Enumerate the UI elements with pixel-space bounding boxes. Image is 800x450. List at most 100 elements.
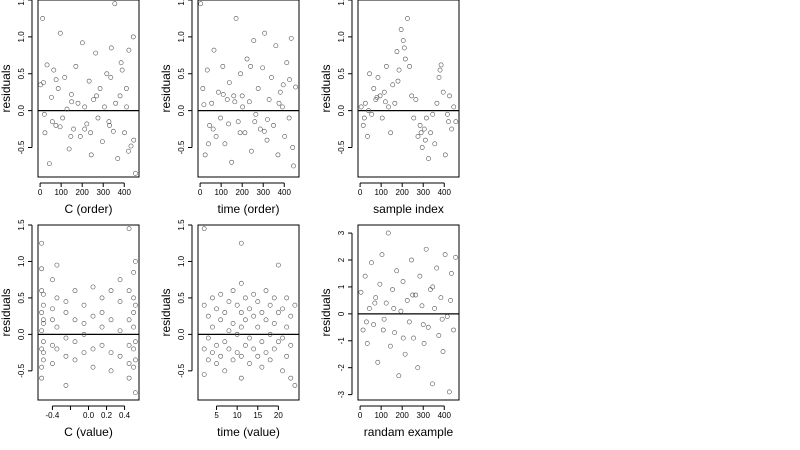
chart-3-point (384, 63, 389, 69)
chart-2-point (239, 93, 245, 99)
chart-5-point (284, 353, 290, 359)
chart-1-x-tick-label: 300 (97, 188, 111, 197)
chart-4-point (63, 383, 69, 388)
chart-5-point (243, 317, 248, 323)
chart-6-point (371, 322, 376, 328)
chart-1-point (113, 100, 119, 106)
chart-2-point (233, 16, 239, 21)
chart-1-y-tick-label: 0.5 (17, 68, 26, 80)
chart-1-point (40, 16, 46, 21)
chart-3-point (447, 93, 452, 99)
chart-3-point (423, 115, 429, 121)
chart-2-point (232, 99, 238, 105)
chart-1-point (117, 93, 123, 99)
chart-5: 5 10 15 20 -0.5 0.0 0.5 1.0 1.5 time (value) resid… (159, 219, 300, 439)
chart-5-point (201, 302, 207, 308)
chart-1-point (94, 93, 99, 99)
chart-1-point (123, 86, 129, 91)
chart-5-point (201, 226, 207, 232)
chart-4-point (126, 342, 132, 348)
chart-6-point (392, 330, 398, 336)
chart-4-point (72, 317, 78, 323)
chart-1-point (57, 30, 63, 36)
chart-3-x-tick-label: 300 (417, 188, 431, 197)
chart-1-y-tick-label: 1.5 (17, 0, 26, 6)
chart-3-point (426, 156, 431, 161)
chart-6-point (377, 281, 383, 287)
chart-5-y-tick-label: 1.5 (177, 219, 186, 231)
chart-5-point (205, 335, 211, 341)
chart-3-x-tick-label: 100 (374, 188, 388, 197)
chart-3-point (388, 130, 394, 136)
chart-1-point (102, 104, 107, 110)
chart-2-point (246, 99, 252, 105)
chart-1-point (95, 115, 101, 121)
chart-6-point (394, 268, 400, 274)
chart-1-point (88, 152, 94, 158)
chart-4-point (63, 353, 69, 359)
chart-6-y-tick-label: 1 (337, 284, 346, 289)
chart-6-point (410, 292, 416, 298)
chart-6-point (373, 295, 379, 301)
chart-3-point (440, 89, 446, 95)
chart-4-point (39, 266, 45, 272)
chart-5-point (263, 288, 269, 294)
chart-3-point (446, 119, 451, 125)
chart-5-point (271, 346, 277, 352)
chart-3-point (421, 126, 427, 132)
chart-1-point (97, 86, 103, 91)
chart-5-point (275, 262, 281, 268)
chart-5-point (210, 295, 215, 301)
chart-1-point (44, 62, 50, 68)
chart-5-point (210, 350, 215, 356)
chart-4-point (132, 259, 138, 264)
chart-4-point (41, 317, 46, 323)
chart-5-point (222, 368, 228, 374)
chart-6-point (411, 335, 416, 341)
chart-3-point (379, 115, 385, 121)
chart-2-point (248, 63, 254, 69)
chart-6-y-tick-label: 2 (337, 257, 346, 262)
chart-5-x-tick-label: 5 (214, 411, 219, 420)
chart-4-y-axis-title: residuals (0, 288, 13, 336)
chart-3-point (415, 134, 421, 139)
chart-2-point (198, 1, 204, 7)
chart-1-point (51, 67, 57, 73)
chart-2-x-tick-label: 100 (214, 188, 228, 197)
chart-3-point (409, 93, 415, 99)
chart-5-point (280, 306, 285, 312)
chart-6-point (436, 332, 442, 338)
chart-3-point (411, 115, 417, 121)
chart-1-point (130, 34, 136, 40)
chart-4-point (39, 310, 45, 315)
chart-5-point (201, 372, 207, 377)
chart-5-point (214, 361, 219, 366)
chart-2-point (220, 92, 226, 97)
chart-2-x-axis-title: time (order) (217, 202, 279, 216)
chart-4-point (81, 331, 87, 337)
chart-1-point (41, 111, 47, 117)
chart-4-point (50, 361, 55, 366)
chart-4-point (50, 277, 55, 283)
chart-4-y-tick-label: -0.5 (17, 363, 26, 377)
chart-5-point (263, 350, 269, 356)
chart-3: 0 100 200 300 400 -0.5 0.0 0.5 1.0 1.5 sample inde… (319, 0, 460, 216)
chart-4-point (41, 302, 46, 308)
chart-5-point (288, 342, 294, 348)
chart-6-point (419, 303, 425, 309)
chart-3-point (436, 75, 442, 80)
chart-5-point (247, 306, 252, 312)
chart-4-point (50, 342, 55, 348)
chart-3-point (374, 94, 380, 100)
chart-2-point (218, 115, 223, 121)
chart-5-point (280, 335, 285, 341)
chart-1-x-tick-label: 0 (38, 188, 43, 197)
chart-5-point (251, 291, 257, 297)
chart-3-point (367, 71, 372, 77)
chart-6-point (400, 279, 406, 284)
chart-4-point (50, 317, 55, 323)
chart-4-point (50, 306, 55, 312)
chart-5-point (234, 350, 240, 356)
chart-4-point (39, 375, 45, 381)
chart-2-point (287, 77, 292, 83)
